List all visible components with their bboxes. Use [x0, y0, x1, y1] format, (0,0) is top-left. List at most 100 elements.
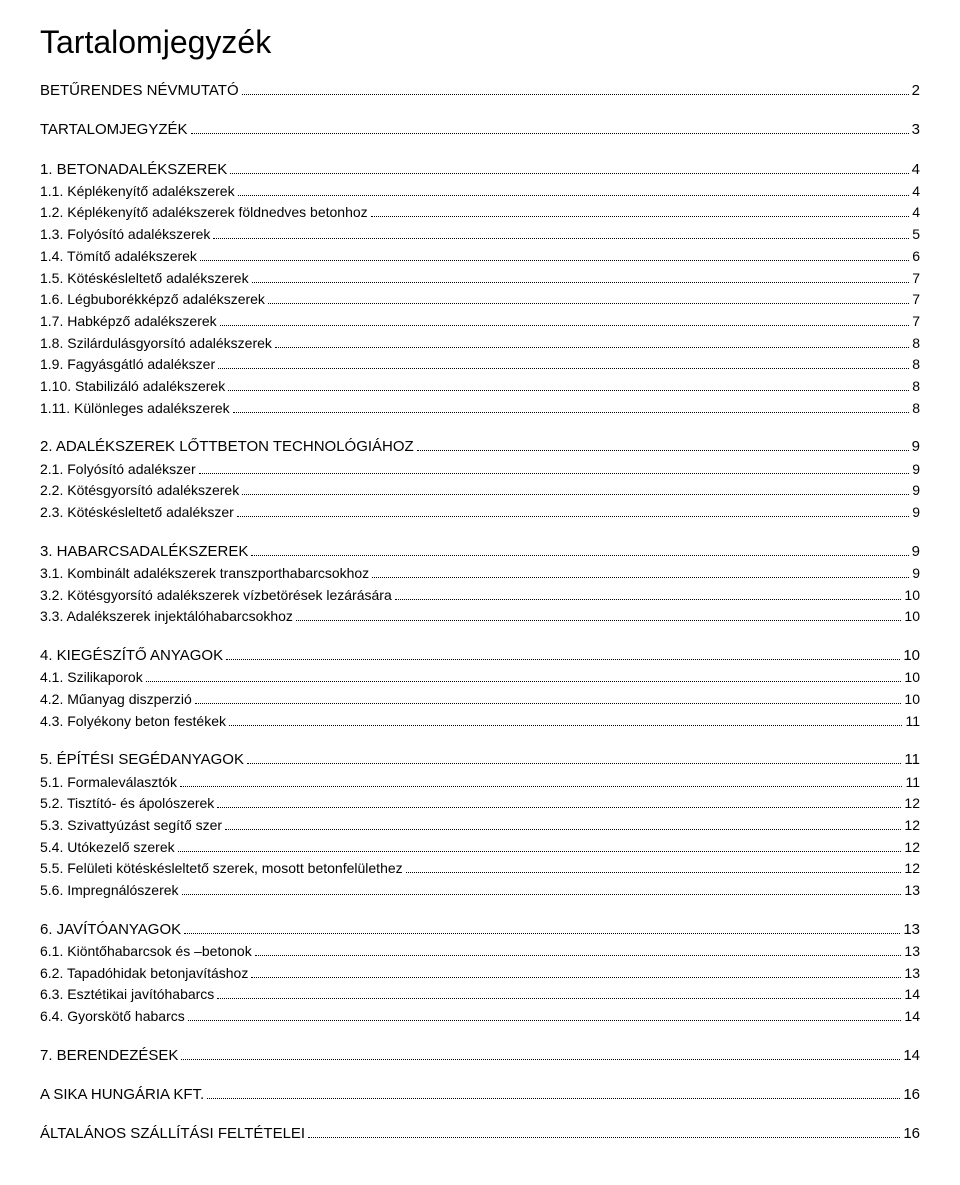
- toc-entry: 5.1. Formaleválasztók 11: [40, 772, 920, 794]
- toc-entry: 5.4. Utókezelő szerek 12: [40, 837, 920, 859]
- toc-entry-page: 4: [912, 158, 920, 181]
- toc-leader-dots: [395, 589, 902, 600]
- toc-entry: 1.7. Habképző adalékszerek 7: [40, 311, 920, 333]
- toc-entry: 4.1. Szilikaporok 10: [40, 667, 920, 689]
- toc-entry: 1.6. Légbuborékképző adalékszerek 7: [40, 289, 920, 311]
- toc-entry-label: 1.8. Szilárdulásgyorsító adalékszerek: [40, 333, 272, 355]
- toc-entry-label: 6.1. Kiöntőhabarcsok és –betonok: [40, 941, 252, 963]
- toc-entry: 6.3. Esztétikai javítóhabarcs 14: [40, 984, 920, 1006]
- toc-entry-label: 4.2. Műanyag diszperzió: [40, 689, 192, 711]
- toc-leader-dots: [230, 162, 908, 173]
- toc-leader-dots: [207, 1088, 900, 1099]
- toc-entry: 2.3. Kötéskésleltető adalékszer 9: [40, 502, 920, 524]
- toc-entry-page: 11: [904, 748, 920, 771]
- toc-entry-page: 13: [904, 941, 920, 963]
- toc-entry: 1.5. Kötéskésleltető adalékszerek 7: [40, 268, 920, 290]
- toc-leader-dots: [225, 819, 901, 830]
- toc-entry-page: 6: [912, 246, 920, 268]
- toc-leader-dots: [251, 544, 908, 555]
- toc-leader-dots: [213, 229, 909, 240]
- toc-entry-label: 6.4. Gyorskötő habarcs: [40, 1006, 185, 1028]
- toc-leader-dots: [229, 715, 902, 726]
- toc-entry-label: ÁLTALÁNOS SZÁLLÍTÁSI FELTÉTELEI: [40, 1122, 305, 1145]
- toc-entry: ÁLTALÁNOS SZÁLLÍTÁSI FELTÉTELEI 16: [40, 1122, 920, 1145]
- toc-entry: 4. KIEGÉSZÍTŐ ANYAGOK 10: [40, 644, 920, 667]
- toc-entry: 3.1. Kombinált adalékszerek transzportha…: [40, 563, 920, 585]
- toc-entry-label: 1.10. Stabilizáló adalékszerek: [40, 376, 225, 398]
- toc-entry-page: 10: [904, 585, 920, 607]
- toc-entry: 1.1. Képlékenyítő adalékszerek 4: [40, 181, 920, 203]
- toc-leader-dots: [233, 402, 910, 413]
- toc-entry-label: 2.3. Kötéskésleltető adalékszer: [40, 502, 234, 524]
- toc-entry-label: 7. BERENDEZÉSEK: [40, 1044, 178, 1067]
- toc-leader-dots: [275, 337, 909, 348]
- toc-entry-label: 1.1. Képlékenyítő adalékszerek: [40, 181, 235, 203]
- toc-entry-label: 1.7. Habképző adalékszerek: [40, 311, 217, 333]
- toc-leader-dots: [406, 863, 902, 874]
- toc-entry-page: 12: [904, 815, 920, 837]
- toc-entry: 1.10. Stabilizáló adalékszerek 8: [40, 376, 920, 398]
- toc-entry-page: 13: [904, 963, 920, 985]
- toc-leader-dots: [268, 294, 909, 305]
- toc-entry-label: BETŰRENDES NÉVMUTATÓ: [40, 79, 239, 102]
- toc-entry: TARTALOMJEGYZÉK 3: [40, 118, 920, 141]
- toc-entry-label: 3. HABARCSADALÉKSZEREK: [40, 540, 248, 563]
- toc-entry-label: 2.1. Folyósító adalékszer: [40, 459, 196, 481]
- toc-leader-dots: [242, 84, 909, 95]
- toc-leader-dots: [252, 272, 910, 283]
- toc-entry-page: 8: [912, 376, 920, 398]
- toc-list: BETŰRENDES NÉVMUTATÓ 2TARTALOMJEGYZÉK 31…: [40, 79, 920, 1145]
- toc-entry-page: 9: [912, 502, 920, 524]
- toc-leader-dots: [182, 884, 902, 895]
- toc-entry-label: 5.1. Formaleválasztók: [40, 772, 177, 794]
- toc-entry-page: 10: [904, 689, 920, 711]
- toc-entry-page: 10: [904, 667, 920, 689]
- toc-entry-label: 4.1. Szilikaporok: [40, 667, 143, 689]
- toc-entry-label: 1.2. Képlékenyítő adalékszerek földnedve…: [40, 202, 368, 224]
- toc-entry: 5. ÉPÍTÉSI SEGÉDANYAGOK 11: [40, 748, 920, 771]
- toc-entry-page: 11: [905, 711, 920, 733]
- toc-leader-dots: [308, 1127, 900, 1138]
- toc-leader-dots: [146, 672, 902, 683]
- toc-entry-page: 8: [912, 398, 920, 420]
- toc-entry-label: 1.9. Fagyásgátló adalékszer: [40, 354, 215, 376]
- toc-entry: 4.2. Műanyag diszperzió 10: [40, 689, 920, 711]
- toc-entry-label: A SIKA HUNGÁRIA KFT.: [40, 1083, 204, 1106]
- toc-entry: 5.3. Szivattyúzást segítő szer 12: [40, 815, 920, 837]
- toc-entry: 2. ADALÉKSZEREK LŐTTBETON TECHNOLÓGIÁHOZ…: [40, 435, 920, 458]
- toc-leader-dots: [296, 611, 901, 622]
- toc-leader-dots: [217, 798, 901, 809]
- toc-entry: 1.9. Fagyásgátló adalékszer 8: [40, 354, 920, 376]
- toc-leader-dots: [242, 485, 909, 496]
- toc-leader-dots: [372, 567, 909, 578]
- toc-leader-dots: [217, 989, 901, 1000]
- toc-entry-label: 5.4. Utókezelő szerek: [40, 837, 175, 859]
- toc-entry-page: 9: [912, 540, 920, 563]
- toc-entry-page: 8: [912, 354, 920, 376]
- toc-entry: 5.6. Impregnálószerek 13: [40, 880, 920, 902]
- toc-entry-label: 3.2. Kötésgyorsító adalékszerek vízbetör…: [40, 585, 392, 607]
- toc-entry-label: 2.2. Kötésgyorsító adalékszerek: [40, 480, 239, 502]
- toc-entry-page: 12: [904, 858, 920, 880]
- toc-leader-dots: [191, 123, 909, 134]
- toc-entry: 7. BERENDEZÉSEK 14: [40, 1044, 920, 1067]
- toc-entry-label: 5. ÉPÍTÉSI SEGÉDANYAGOK: [40, 748, 244, 771]
- toc-leader-dots: [228, 380, 909, 391]
- toc-leader-dots: [226, 649, 900, 660]
- toc-entry-page: 4: [912, 181, 920, 203]
- toc-leader-dots: [417, 440, 909, 451]
- toc-entry-page: 14: [903, 1044, 920, 1067]
- toc-leader-dots: [195, 693, 902, 704]
- toc-entry: 3.2. Kötésgyorsító adalékszerek vízbetör…: [40, 585, 920, 607]
- toc-entry: 1. BETONADALÉKSZEREK 4: [40, 158, 920, 181]
- toc-entry-page: 9: [912, 435, 920, 458]
- toc-entry-page: 14: [904, 984, 920, 1006]
- toc-entry: 3. HABARCSADALÉKSZEREK 9: [40, 540, 920, 563]
- toc-leader-dots: [180, 776, 903, 787]
- toc-entry: 1.11. Különleges adalékszerek 8: [40, 398, 920, 420]
- toc-entry-label: 4. KIEGÉSZÍTŐ ANYAGOK: [40, 644, 223, 667]
- toc-leader-dots: [220, 315, 910, 326]
- toc-entry-page: 14: [904, 1006, 920, 1028]
- toc-entry-page: 8: [912, 333, 920, 355]
- toc-leader-dots: [184, 922, 900, 933]
